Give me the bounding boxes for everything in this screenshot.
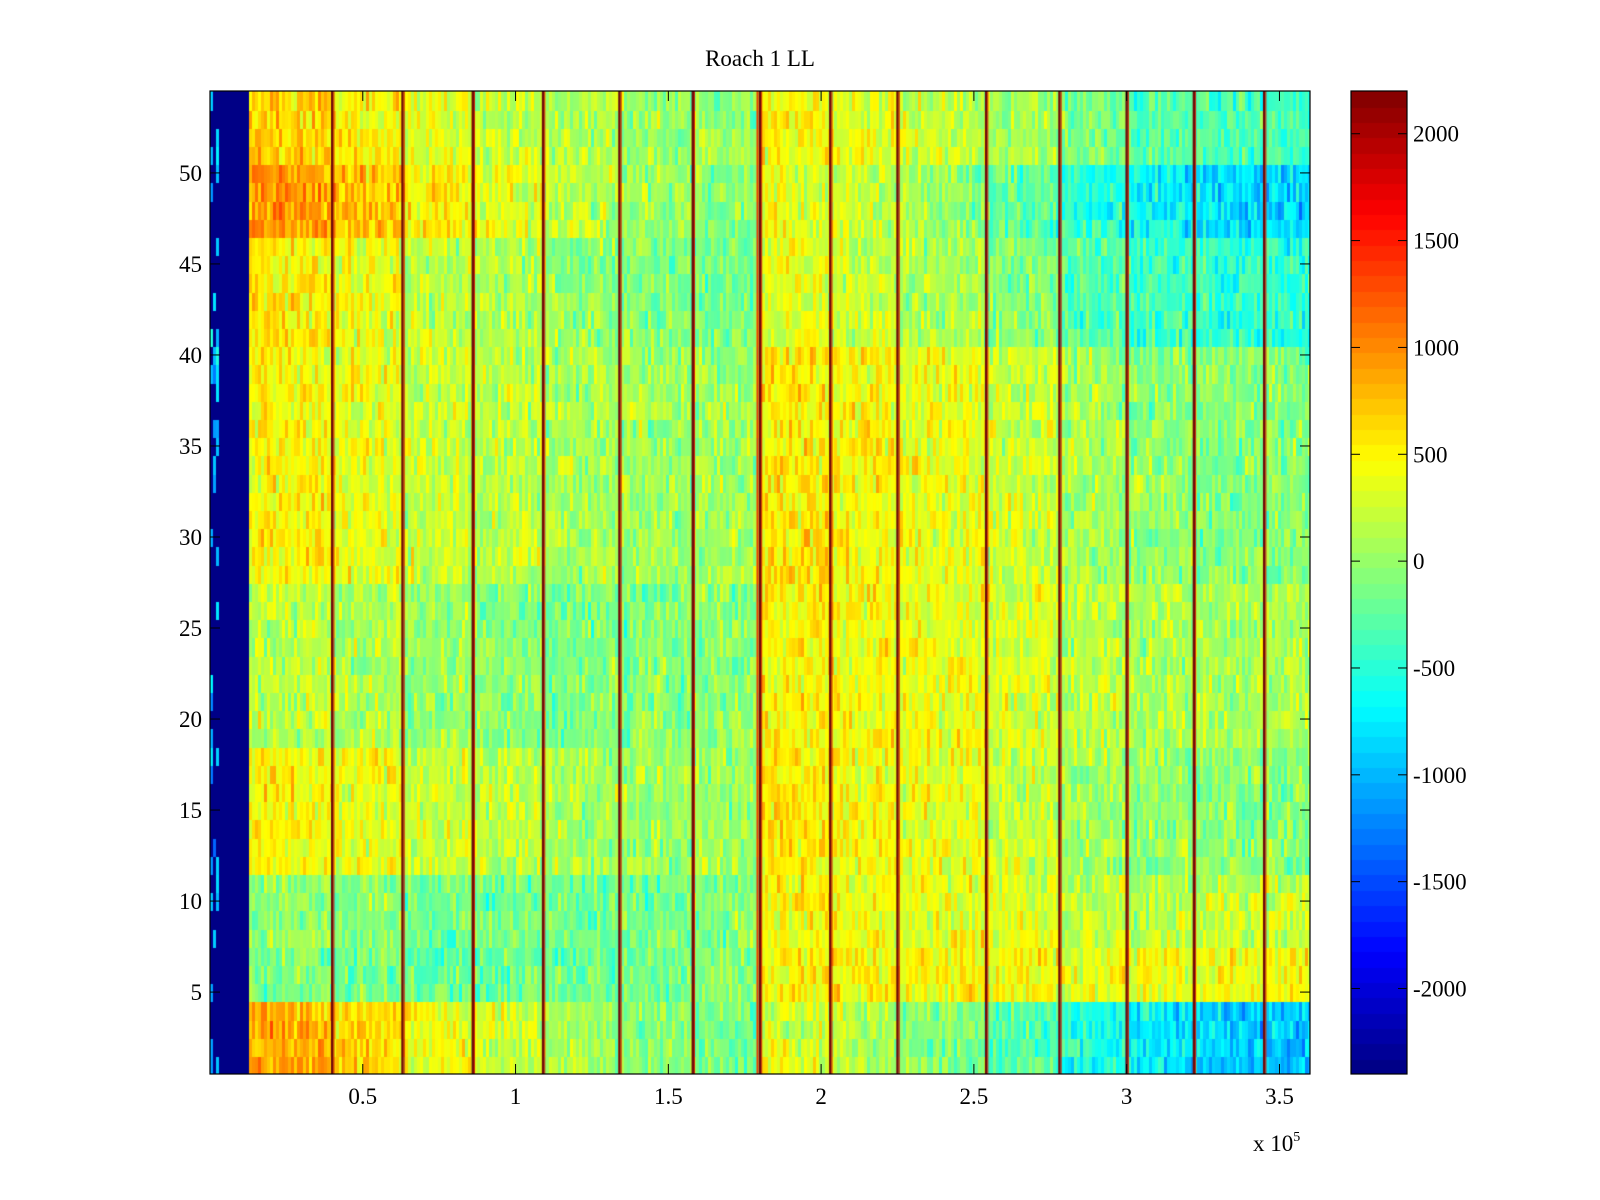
colorbar-tick-label: 1500 bbox=[1413, 229, 1459, 254]
x-tick-label: 2.5 bbox=[960, 1084, 989, 1109]
colorbar-tick-label: -500 bbox=[1413, 656, 1455, 681]
y-tick-label: 15 bbox=[179, 798, 202, 823]
y-tick-label: 40 bbox=[179, 343, 202, 368]
y-tick-label: 35 bbox=[179, 434, 202, 459]
x-multiplier-base: x 10 bbox=[1253, 1131, 1293, 1156]
y-tick-label: 25 bbox=[179, 616, 202, 641]
colorbar-tick-label: 0 bbox=[1413, 549, 1425, 574]
x-tick-label: 0.5 bbox=[348, 1084, 377, 1109]
x-axis: 0.5 1 1.5 2 2.5 3 3.5 bbox=[348, 91, 1294, 1109]
x-tick-label: 3.5 bbox=[1265, 1084, 1294, 1109]
y-tick-label: 20 bbox=[179, 707, 202, 732]
x-multiplier-exponent: 5 bbox=[1293, 1130, 1300, 1145]
colorbar-tick-label: -1000 bbox=[1413, 763, 1467, 788]
y-tick-label: 10 bbox=[179, 889, 202, 914]
y-tick-label: 45 bbox=[179, 252, 202, 277]
y-tick-label: 50 bbox=[179, 161, 202, 186]
colorbar-axis: -2000 -1500 -1000 -500 0 500 1000 1500 2000 bbox=[1351, 122, 1467, 1002]
colorbar-gradient bbox=[1351, 91, 1407, 1074]
x-multiplier-label: x 105 bbox=[1253, 1130, 1300, 1156]
y-tick-label: 5 bbox=[191, 980, 203, 1005]
colorbar-tick-label: 2000 bbox=[1413, 122, 1459, 147]
axes-frame bbox=[209, 90, 1311, 1075]
x-tick-label: 3 bbox=[1121, 1084, 1133, 1109]
heatmap-image bbox=[210, 91, 1310, 1074]
colorbar-frame bbox=[1350, 90, 1408, 1075]
colorbar-tick-label: 500 bbox=[1413, 442, 1448, 467]
x-tick-label: 1 bbox=[510, 1084, 522, 1109]
colorbar-tick-label: -1500 bbox=[1413, 870, 1467, 895]
chart-title: Roach 1 LL bbox=[705, 46, 815, 71]
y-axis: 5 10 15 20 25 30 35 40 45 50 bbox=[179, 161, 1310, 1005]
x-tick-label: 1.5 bbox=[654, 1084, 683, 1109]
y-tick-label: 30 bbox=[179, 525, 202, 550]
colorbar-tick-label: -2000 bbox=[1413, 977, 1467, 1002]
colorbar-tick-label: 1000 bbox=[1413, 335, 1459, 360]
x-tick-label: 2 bbox=[815, 1084, 827, 1109]
